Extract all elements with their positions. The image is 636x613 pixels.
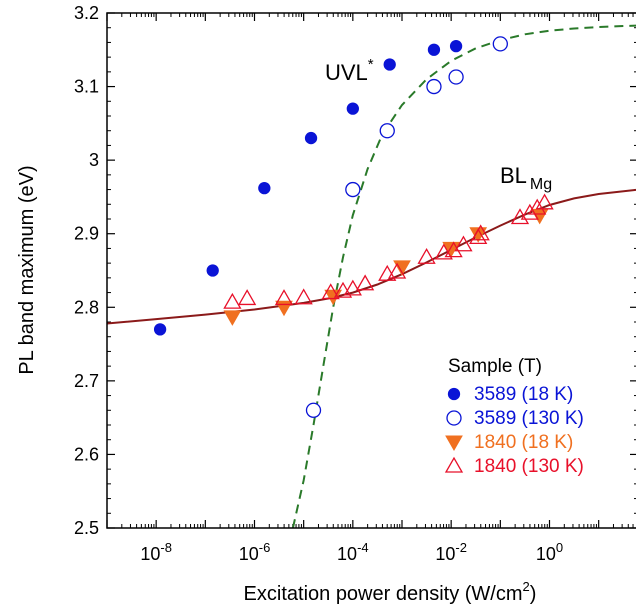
y-tick-label: 3 xyxy=(89,150,99,170)
data-point-series-3 xyxy=(274,289,294,306)
data-point-series-1 xyxy=(492,36,508,52)
data-point-series-3 xyxy=(528,198,547,215)
x-tick-exponent: 0 xyxy=(556,540,563,555)
data-point-series-3 xyxy=(520,203,539,220)
x-tick-base: 10 xyxy=(536,544,556,564)
data-point-series-0 xyxy=(383,58,396,71)
data-point-series-3 xyxy=(223,292,242,309)
bl-annotation: BL Mg xyxy=(500,163,552,193)
uvl-superscript: * xyxy=(368,56,374,73)
x-tick-base: 10 xyxy=(239,544,259,564)
y-tick-label: 2.5 xyxy=(74,518,99,538)
x-axis-title-main: Excitation power density (W/cm xyxy=(244,583,523,605)
legend-label: 3589 (130 K) xyxy=(474,408,584,429)
legend-marker-series-1 xyxy=(446,410,462,426)
legend-marker-series-0 xyxy=(447,387,461,401)
x-tick-exponent: -8 xyxy=(160,540,172,555)
legend-label: 3589 (18 K) xyxy=(474,384,573,405)
x-tick-label: 10-6 xyxy=(239,540,271,564)
data-point-series-1 xyxy=(426,78,442,95)
x-tick-base: 10 xyxy=(337,544,357,564)
y-tick-label: 2.9 xyxy=(74,224,99,244)
y-tick-label: 3.2 xyxy=(74,3,99,23)
uvl-annotation: UVL* xyxy=(325,56,374,85)
data-point-series-0 xyxy=(449,39,463,53)
data-point-series-0 xyxy=(304,131,318,145)
legend-marker-series-3 xyxy=(444,456,464,473)
data-point-series-0 xyxy=(258,181,271,195)
data-point-series-3 xyxy=(356,274,375,291)
bl-subscript: Mg xyxy=(530,176,552,193)
x-tick-label: 10-2 xyxy=(435,540,467,564)
data-point-series-0 xyxy=(427,43,441,56)
x-tick-exponent: -4 xyxy=(357,540,369,555)
y-tick-label: 2.8 xyxy=(74,297,99,317)
data-point-series-1 xyxy=(305,402,322,418)
data-point-series-3 xyxy=(294,288,313,305)
x-tick-exponent: -6 xyxy=(259,540,271,555)
x-tick-label: 10-8 xyxy=(140,540,172,564)
data-point-series-3 xyxy=(387,262,407,279)
data-point-series-1 xyxy=(448,69,464,85)
data-point-series-3 xyxy=(343,279,362,296)
tick-labels: 2.52.62.72.82.933.13.210-8 10-6 10-4 10-2 10… xyxy=(74,3,563,564)
data-point-series-3 xyxy=(454,235,473,252)
data-point-series-0 xyxy=(346,102,359,115)
data-point-series-3 xyxy=(417,247,436,264)
legend-label: 1840 (130 K) xyxy=(474,456,584,477)
y-axis-title: PL band maximum (eV) xyxy=(16,165,38,374)
data-points xyxy=(153,36,554,418)
y-tick-label: 3.1 xyxy=(74,77,99,97)
x-tick-base: 10 xyxy=(435,544,455,564)
data-point-series-2 xyxy=(469,227,488,243)
data-point-series-2 xyxy=(223,310,242,326)
x-axis-title-end: ) xyxy=(530,583,537,605)
y-tick-label: 2.6 xyxy=(74,444,99,464)
legend-label: 1840 (18 K) xyxy=(474,432,573,453)
data-point-series-0 xyxy=(206,264,219,277)
legend: 3589 (18 K) 3589 (130 K) 1840 (18 K) 1840 (… xyxy=(444,384,584,477)
bl-fit-curve xyxy=(106,188,636,325)
legend-title: Sample (T) xyxy=(448,356,542,377)
data-point-series-1 xyxy=(379,123,395,139)
data-point-series-3 xyxy=(238,289,257,306)
data-point-series-3 xyxy=(471,224,490,241)
data-point-series-3 xyxy=(535,193,554,210)
data-point-series-1 xyxy=(345,181,361,198)
data-point-series-2 xyxy=(275,300,293,317)
uvl-label: UVL xyxy=(325,60,368,85)
x-tick-label: 100 xyxy=(536,540,563,564)
bl-label: BL xyxy=(500,163,527,188)
data-point-series-3 xyxy=(321,283,340,300)
uvl-fit-curve xyxy=(291,24,636,529)
x-tick-exponent: -2 xyxy=(455,540,467,555)
data-point-series-3 xyxy=(444,241,463,258)
data-point-series-0 xyxy=(153,323,167,336)
fit-curves xyxy=(106,24,636,529)
x-tick-base: 10 xyxy=(140,544,160,564)
x-axis-title: Excitation power density (W/cm2) xyxy=(244,579,537,605)
y-tick-label: 2.7 xyxy=(74,371,99,391)
plot-frame xyxy=(106,12,636,529)
x-tick-label: 10-4 xyxy=(337,540,369,564)
legend-marker-series-2 xyxy=(445,435,463,452)
x-axis-title-superscript: 2 xyxy=(523,579,530,594)
